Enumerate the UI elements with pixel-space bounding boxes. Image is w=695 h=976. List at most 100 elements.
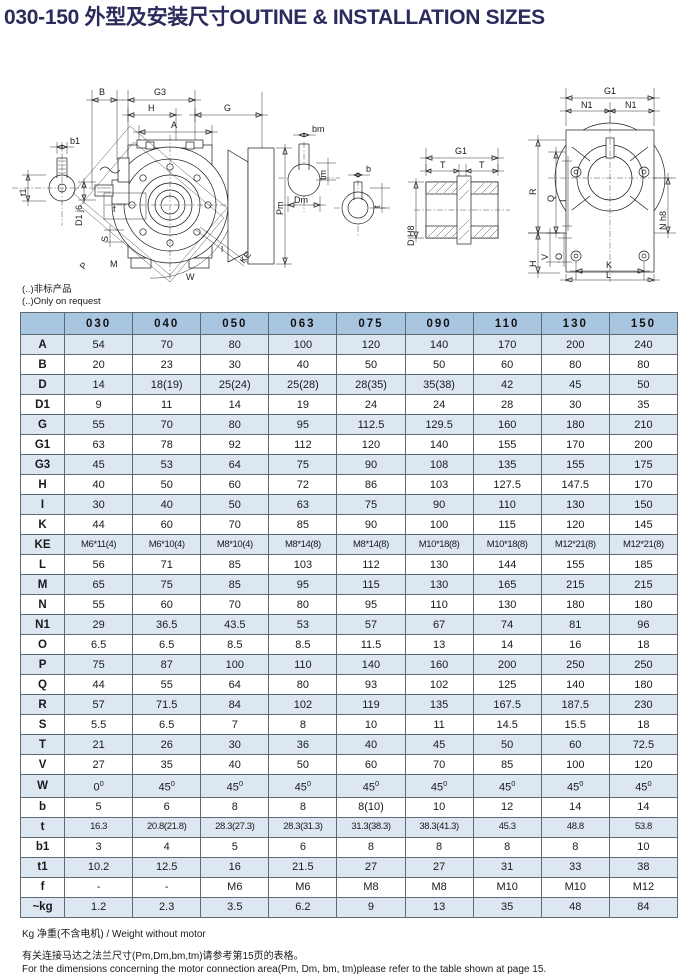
cell-S-150: 18: [608, 714, 679, 735]
page-title: 030-150 外型及安装尺寸OUTINE & INSTALLATION SIZ…: [4, 6, 545, 29]
row-label-W: W: [19, 774, 66, 798]
cell-S-090: 11: [404, 714, 474, 735]
cell-I-030: 30: [64, 494, 134, 515]
column-header-063: 063: [268, 312, 338, 335]
row-label-T: T: [19, 734, 66, 755]
cell-V-110: 85: [472, 754, 542, 775]
cell-t1-150: 38: [608, 856, 679, 878]
cell-M-075: 115: [336, 574, 406, 595]
cell-G-110: 160: [472, 414, 542, 435]
cell-W-130: 450: [540, 774, 610, 798]
cell-G1-150: 200: [608, 434, 679, 455]
dim-label-S: S: [100, 236, 110, 242]
dim-label-N-h8: N h8: [658, 211, 668, 230]
cell-B-110: 60: [472, 354, 542, 375]
cell-K-150: 145: [608, 514, 679, 535]
row-label-V: V: [19, 754, 66, 775]
cell-~kg-063: 6.2: [268, 896, 338, 918]
cell-t1-130: 33: [540, 856, 610, 878]
cell-G-090: 129.5: [404, 414, 474, 435]
cell-T-075: 40: [336, 734, 406, 755]
dim-label-L: L: [606, 270, 611, 280]
dim-label-M: M: [110, 259, 118, 269]
cell-L-130: 155: [540, 554, 610, 575]
drawing-output-shaft-section: b t: [334, 164, 390, 236]
cell-I-040: 40: [132, 494, 202, 515]
cell-N1-090: 67: [404, 614, 474, 635]
cell-D-050: 25(24): [200, 374, 270, 395]
cell-P-130: 250: [540, 654, 610, 675]
column-header-090: 090: [404, 312, 474, 335]
cell-T-063: 36: [268, 734, 338, 755]
dim-label-H: H: [148, 103, 155, 113]
cell-N-090: 110: [404, 594, 474, 615]
cell-D1-063: 19: [268, 394, 338, 415]
row-label-P: P: [19, 654, 66, 675]
cell-O-075: 11.5: [336, 634, 406, 655]
row-label-f: f: [19, 876, 66, 898]
cell-D-075: 28(35): [336, 374, 406, 395]
cell-G1-040: 78: [132, 434, 202, 455]
cell-B-030: 20: [64, 354, 134, 375]
cell-D1-075: 24: [336, 394, 406, 415]
table-row: D1 9 11 14 19 24 24 28 30 35: [19, 394, 679, 415]
cell-KE-030: M6*11(4): [64, 534, 134, 555]
cell-W-110: 450: [472, 774, 542, 798]
cell-A-130: 200: [540, 334, 610, 355]
dim-label-b1: b1: [70, 136, 80, 146]
cell-t-150: 53.8: [608, 816, 679, 838]
cell-N-130: 180: [540, 594, 610, 615]
row-label-B: B: [19, 354, 66, 375]
cell-KE-090: M10*18(8): [404, 534, 474, 555]
cell-KE-040: M6*10(4): [132, 534, 202, 555]
cell-D1-110: 28: [472, 394, 542, 415]
cell-S-110: 14.5: [472, 714, 542, 735]
cell-G1-063: 112: [268, 434, 338, 455]
table-row: V 27 35 40 50 60 70 85 100 120: [19, 754, 679, 775]
cell-N1-130: 81: [540, 614, 610, 635]
cell-H-130: 147.5: [540, 474, 610, 495]
cell-b-063: 8: [268, 796, 338, 818]
cell-G-040: 70: [132, 414, 202, 435]
dim-label-T1: T: [440, 160, 446, 170]
cell-R-050: 84: [200, 694, 270, 715]
cell-b1-110: 8: [472, 836, 542, 858]
cell-O-150: 18: [608, 634, 679, 655]
row-label-b: b: [19, 796, 66, 818]
cell-V-090: 70: [404, 754, 474, 775]
dim-label-t1: t1: [18, 188, 28, 196]
cell-K-063: 85: [268, 514, 338, 535]
cell-b1-063: 6: [268, 836, 338, 858]
cell-Q-110: 125: [472, 674, 542, 695]
cell-b-030: 5: [64, 796, 134, 818]
cell-D-063: 25(28): [268, 374, 338, 395]
cell-KE-110: M10*18(8): [472, 534, 542, 555]
cell-L-030: 56: [64, 554, 134, 575]
table-row: Q 44 55 64 80 93 102 125 140 180: [19, 674, 679, 695]
cell-W-050: 450: [200, 774, 270, 798]
cell-P-110: 200: [472, 654, 542, 675]
cell-P-030: 75: [64, 654, 134, 675]
cell-G1-130: 170: [540, 434, 610, 455]
cell-f-075: M8: [336, 876, 406, 898]
cell-G-075: 112.5: [336, 414, 406, 435]
cell-G3-040: 53: [132, 454, 202, 475]
dim-label-P: P: [78, 260, 90, 271]
table-row: K 44 60 70 85 90 100 115 120 145: [19, 514, 679, 535]
cell-H-075: 86: [336, 474, 406, 495]
cell-L-090: 130: [404, 554, 474, 575]
cell-G-050: 80: [200, 414, 270, 435]
drawing-motor-shaft-section: bm tm Dm: [278, 124, 340, 212]
row-label-H: H: [19, 474, 66, 495]
drawing-flange-view: G1 N1 N1: [528, 86, 676, 282]
dim-label-V: V: [540, 254, 550, 260]
cell-I-130: 130: [540, 494, 610, 515]
table-row: N 55 60 70 80 95 110 130 180 180: [19, 594, 679, 615]
cell-A-110: 170: [472, 334, 542, 355]
row-label-KE: KE: [19, 534, 66, 555]
cell-O-040: 6.5: [132, 634, 202, 655]
cell-S-075: 10: [336, 714, 406, 735]
cell-T-150: 72.5: [608, 734, 679, 755]
cell-t-063: 28.3(31.3): [268, 816, 338, 838]
cell-H-030: 40: [64, 474, 134, 495]
